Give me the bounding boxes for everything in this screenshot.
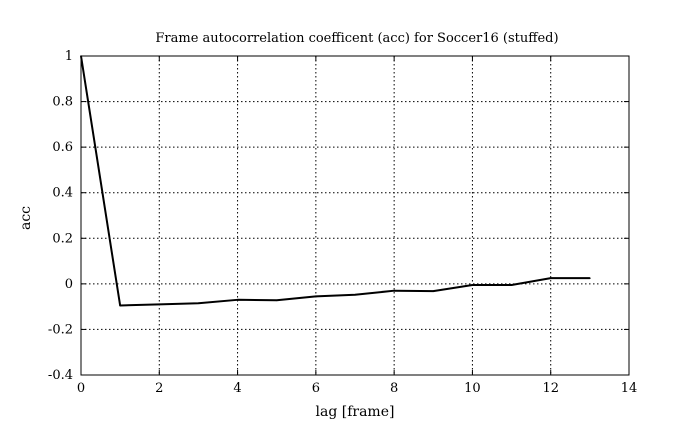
data-point [510,284,513,286]
x-tick-label: 14 [621,381,638,396]
x-tick-label: 8 [390,381,398,396]
grid [81,56,629,375]
data-point [197,302,200,305]
x-axis-label: lag [frame] [316,404,395,420]
x-tick-label: 12 [542,381,559,396]
y-tick-label: -0.4 [48,368,73,383]
data-point [119,304,121,307]
data-point [432,290,435,292]
chart-title: Frame autocorrelation coefficent (acc) f… [155,31,558,46]
y-tick-label: 0.8 [52,95,73,110]
y-tick-labels: -0.4 -0.2 0 0.2 0.4 0.6 0.8 1 [48,49,73,383]
y-tick-label: 0 [65,277,73,292]
x-tick-label: 4 [233,381,241,396]
y-tick-label: 0.4 [52,186,73,201]
data-point [80,55,82,57]
data-point [549,277,552,279]
y-tick-label: 0.6 [52,140,73,155]
data-point [354,293,356,296]
data-point [236,299,239,301]
data-point [158,303,161,306]
data-point [589,277,591,279]
x-tick-label: 2 [155,381,163,396]
data-point [393,289,395,292]
y-tick-label: 0.2 [52,231,73,246]
series-group [80,55,591,307]
data-point [275,299,278,302]
data-point [315,295,317,298]
x-tick-label: 10 [464,381,481,396]
series-line-0 [80,55,590,307]
x-tick-label: 6 [312,381,320,396]
y-axis-label: acc [18,206,34,230]
data-point [471,284,474,286]
plot-frame [80,55,630,376]
axis-ticks [80,55,630,376]
x-tick-label: 0 [77,381,85,396]
y-tick-label: -0.2 [48,322,73,337]
x-tick-labels: 0 2 4 6 8 10 12 14 [77,381,637,396]
y-tick-label: 1 [65,49,73,64]
